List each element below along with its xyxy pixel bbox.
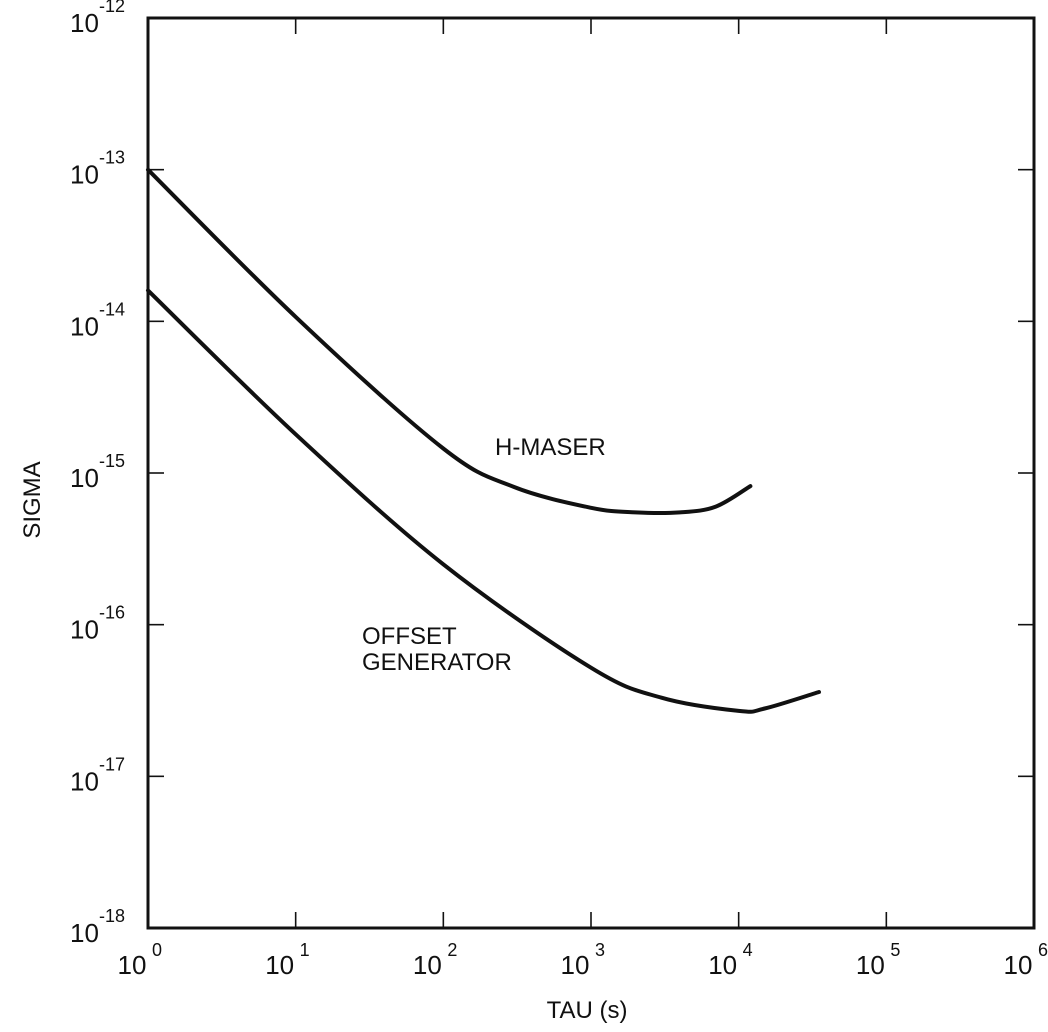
plot-frame (146, 16, 1036, 930)
series-label-offset-generator: OFFSET (362, 623, 457, 650)
y-tick-exponent: -14 (99, 299, 125, 319)
y-tick-exponent: -18 (99, 906, 125, 926)
x-axis-title: TAU (s) (547, 997, 628, 1024)
x-tick-exponent: 0 (152, 940, 162, 960)
x-tick-label: 10 (561, 950, 590, 980)
x-tick-exponent: 1 (300, 940, 310, 960)
y-tick-label: 10 (70, 8, 99, 38)
y-tick-label: 10 (70, 160, 99, 190)
series-line-h-maser (146, 167, 753, 515)
x-tick-label: 10 (265, 950, 294, 980)
x-tick-label: 10 (856, 950, 885, 980)
x-tick-label: 10 (708, 950, 737, 980)
x-tick-exponent: 2 (447, 940, 457, 960)
y-tick-label: 10 (70, 311, 99, 341)
y-tick-exponent: -15 (99, 451, 125, 471)
x-tick-exponent: 4 (743, 940, 753, 960)
x-tick-exponent: 5 (890, 940, 900, 960)
x-tick-labels: 10 0 10 1 10 2 10 3 10 4 10 5 10 6 (118, 940, 1048, 980)
y-tick-label: 10 (70, 766, 99, 796)
series-label-h-maser: H-MASER (495, 434, 606, 461)
x-tick-exponent: 3 (595, 940, 605, 960)
y-axis-title: SIGMA (19, 461, 46, 538)
y-tick-exponent: -12 (99, 0, 125, 16)
x-tick-label: 10 (118, 950, 147, 980)
y-tick-label: 10 (70, 918, 99, 948)
x-tick-exponent: 6 (1038, 940, 1048, 960)
x-tick-label: 10 (413, 950, 442, 980)
y-tick-label: 10 (70, 615, 99, 645)
y-tick-exponent: -13 (99, 148, 125, 168)
series-label-offset-generator: GENERATOR (362, 649, 512, 676)
y-tick-label: 10 (70, 463, 99, 493)
y-tick-exponent: -17 (99, 754, 125, 774)
series-lines (146, 167, 821, 714)
y-tick-exponent: -16 (99, 603, 125, 623)
axis-ticks (148, 18, 1034, 928)
series-line-offset-generator (146, 288, 821, 714)
x-tick-label: 10 (1004, 950, 1033, 980)
